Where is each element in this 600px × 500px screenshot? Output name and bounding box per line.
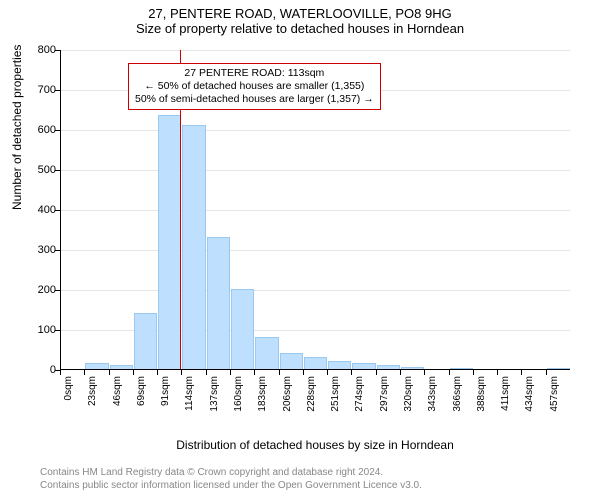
annotation-line2: ← 50% of detached houses are smaller (1,…	[135, 80, 374, 93]
x-tick-label: 69sqm	[136, 376, 147, 406]
x-tick-label: 343sqm	[427, 376, 438, 412]
x-tick-mark	[424, 370, 425, 375]
x-tick-mark	[376, 370, 377, 375]
annotation-box: 27 PENTERE ROAD: 113sqm ← 50% of detache…	[128, 63, 381, 110]
x-tick-mark	[521, 370, 522, 375]
y-tick-label: 200	[16, 284, 56, 296]
x-tick-mark	[351, 370, 352, 375]
x-tick-label: 388sqm	[476, 376, 487, 412]
x-tick-label: 206sqm	[282, 376, 293, 412]
x-tick-label: 0sqm	[63, 376, 74, 400]
x-tick-label: 457sqm	[549, 376, 560, 412]
chart-container: 27, PENTERE ROAD, WATERLOOVILLE, PO8 9HG…	[0, 0, 600, 500]
x-tick-label: 274sqm	[354, 376, 365, 412]
x-tick-label: 23sqm	[87, 376, 98, 406]
x-tick-label: 91sqm	[160, 376, 171, 406]
footer-line1: Contains HM Land Registry data © Crown c…	[40, 467, 422, 480]
chart-subtitle: Size of property relative to detached ho…	[0, 21, 600, 36]
x-tick-mark	[449, 370, 450, 375]
x-tick-mark	[400, 370, 401, 375]
x-tick-mark	[109, 370, 110, 375]
x-tick-mark	[133, 370, 134, 375]
y-tick-label: 700	[16, 84, 56, 96]
annotation-line3: 50% of semi-detached houses are larger (…	[135, 93, 374, 106]
x-tick-label: 160sqm	[233, 376, 244, 412]
x-tick-mark	[181, 370, 182, 375]
x-tick-mark	[303, 370, 304, 375]
x-tick-label: 228sqm	[306, 376, 317, 412]
y-tick-label: 0	[16, 364, 56, 376]
y-tick-label: 500	[16, 164, 56, 176]
x-tick-label: 137sqm	[209, 376, 220, 412]
y-tick-label: 600	[16, 124, 56, 136]
y-tick-label: 300	[16, 244, 56, 256]
x-tick-label: 320sqm	[403, 376, 414, 412]
x-tick-mark	[279, 370, 280, 375]
x-tick-mark	[546, 370, 547, 375]
y-tick-label: 800	[16, 44, 56, 56]
chart-title: 27, PENTERE ROAD, WATERLOOVILLE, PO8 9HG	[0, 0, 600, 21]
x-tick-label: 366sqm	[452, 376, 463, 412]
x-tick-mark	[60, 370, 61, 375]
x-tick-label: 251sqm	[330, 376, 341, 412]
annotation-line1: 27 PENTERE ROAD: 113sqm	[135, 67, 374, 80]
x-tick-mark	[497, 370, 498, 375]
x-tick-mark	[230, 370, 231, 375]
x-tick-mark	[254, 370, 255, 375]
x-tick-label: 434sqm	[524, 376, 535, 412]
x-tick-mark	[84, 370, 85, 375]
attribution-footer: Contains HM Land Registry data © Crown c…	[40, 467, 422, 492]
x-tick-mark	[157, 370, 158, 375]
x-tick-label: 297sqm	[379, 376, 390, 412]
y-tick-label: 100	[16, 324, 56, 336]
footer-line2: Contains public sector information licen…	[40, 480, 422, 493]
x-axis-label: Distribution of detached houses by size …	[60, 438, 570, 452]
x-tick-label: 183sqm	[257, 376, 268, 412]
x-tick-mark	[206, 370, 207, 375]
x-tick-label: 46sqm	[112, 376, 123, 406]
x-tick-mark	[473, 370, 474, 375]
x-ticks: 0sqm 23sqm 46sqm 69sqm 91sqm 114sqm 137sqm 160s…	[60, 370, 570, 430]
x-tick-mark	[327, 370, 328, 375]
x-tick-label: 411sqm	[500, 376, 511, 411]
x-tick-label: 114sqm	[184, 376, 195, 411]
y-tick-label: 400	[16, 204, 56, 216]
